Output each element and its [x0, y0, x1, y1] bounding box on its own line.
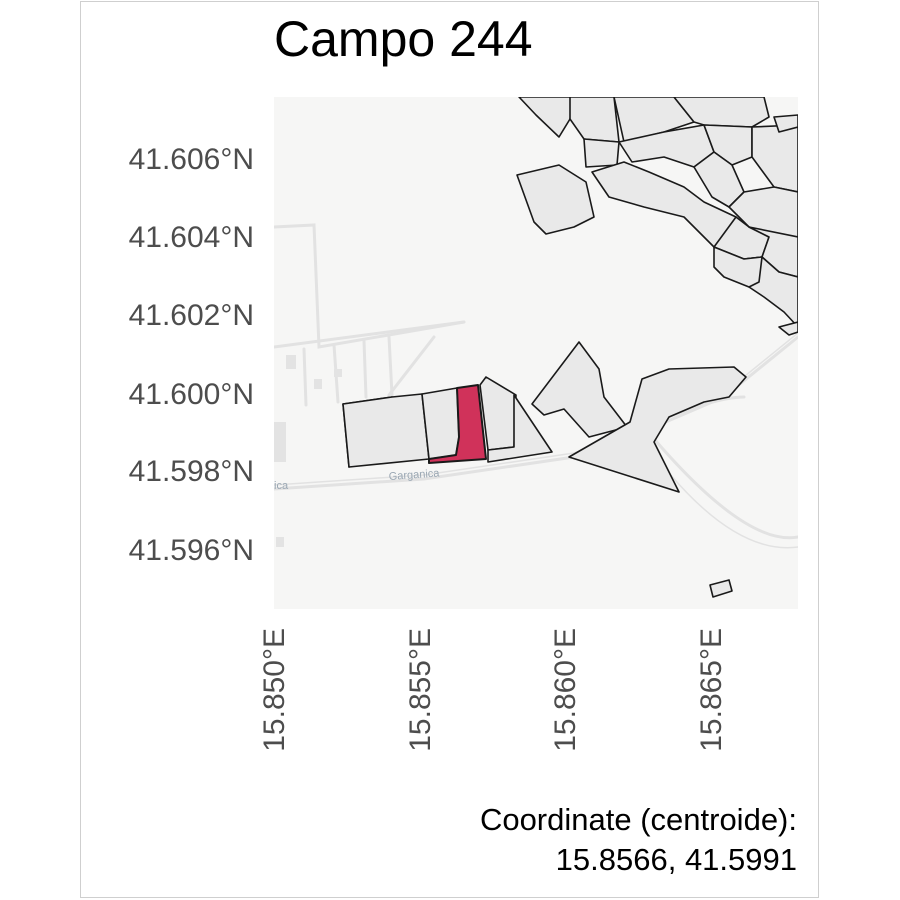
field-parcel	[751, 124, 798, 193]
road-grid-3	[302, 347, 308, 407]
caption-line-2: 15.8566, 41.5991	[555, 842, 797, 877]
y-tick-label: 41.598°N	[128, 455, 254, 488]
road-grid-6	[387, 335, 394, 397]
field-parcel	[531, 341, 628, 438]
y-tick-label: 41.604°N	[128, 221, 254, 254]
field-parcel	[487, 394, 553, 463]
field-parcel	[613, 97, 695, 143]
map-title: Campo 244	[274, 11, 533, 67]
y-tick-label: 41.600°N	[128, 378, 254, 411]
highlighted-field-campo-244[interactable]	[428, 384, 487, 464]
road-grid-1	[274, 223, 466, 349]
field-parcel	[713, 246, 763, 288]
field-parcel	[568, 366, 747, 493]
field-parcel	[709, 579, 733, 598]
x-tick-label: 15.850°E	[258, 628, 291, 752]
building	[274, 422, 286, 462]
building	[276, 537, 284, 547]
x-tick-label: 15.860°E	[549, 628, 582, 752]
x-tick-label: 15.855°E	[404, 628, 437, 752]
map-canvas: Garganica ica	[274, 97, 798, 598]
field-parcel	[342, 393, 430, 468]
road-grid-5	[362, 339, 368, 399]
x-tick-label: 15.865°E	[695, 628, 728, 752]
y-tick-label: 41.602°N	[128, 299, 254, 332]
field-parcel	[583, 138, 620, 168]
road-grid-2	[274, 320, 466, 349]
road-label: Garganica	[388, 467, 440, 483]
y-tick-label: 41.606°N	[128, 143, 254, 176]
map-panel[interactable]: Garganica ica	[274, 97, 798, 609]
field-parcel	[778, 321, 798, 336]
field-parcel	[516, 164, 595, 235]
road-curve	[642, 425, 798, 540]
road-grid-7	[387, 335, 436, 397]
field-parcel	[703, 124, 753, 166]
field-parcels	[342, 97, 798, 598]
building	[314, 379, 322, 389]
y-tick-label: 41.596°N	[128, 534, 254, 567]
field-parcel	[479, 376, 517, 451]
centroid-caption: Coordinate (centroide): 15.8566, 41.5991	[480, 800, 797, 880]
field-parcel	[421, 387, 460, 460]
building	[334, 369, 342, 377]
building	[286, 355, 296, 369]
basemap-buildings	[274, 355, 342, 547]
field-parcel	[569, 97, 620, 143]
road-label-partial: ica	[274, 480, 289, 492]
field-parcel	[773, 114, 798, 133]
field-parcel	[518, 97, 575, 138]
caption-line-1: Coordinate (centroide):	[479, 802, 797, 837]
